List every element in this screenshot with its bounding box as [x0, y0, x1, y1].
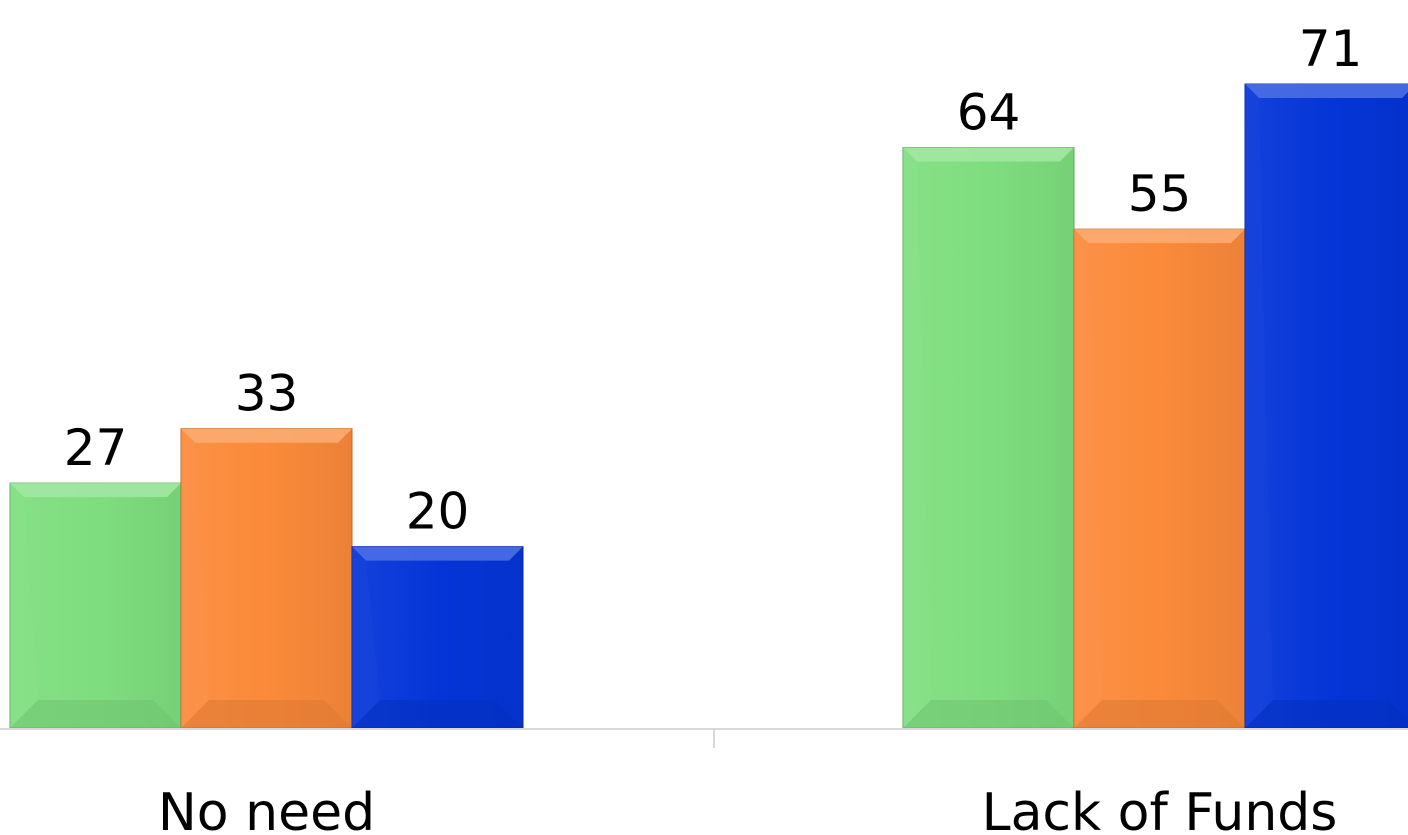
bar-no-need-series-1	[9, 482, 182, 729]
bar-lack-of-funds-series-3	[1244, 83, 1408, 729]
data-label: 27	[64, 419, 128, 477]
data-label: 33	[235, 365, 299, 423]
data-label: 55	[1128, 165, 1192, 223]
bar-lack-of-funds-series-2	[1073, 228, 1246, 729]
bars-layer	[9, 83, 1408, 729]
x-tick-label: No need	[158, 783, 375, 835]
data-labels: 27 33 20 No need 64 55 71 Lack of Funds	[64, 20, 1363, 835]
data-label: 71	[1299, 20, 1363, 78]
bar-no-need-series-2	[180, 428, 353, 729]
bar-lack-of-funds-series-1	[902, 147, 1075, 729]
data-label: 64	[957, 84, 1021, 142]
bar-no-need-series-3	[351, 546, 524, 729]
data-label: 20	[406, 483, 470, 541]
x-axis	[0, 728, 1408, 748]
x-tick-label: Lack of Funds	[982, 783, 1338, 835]
